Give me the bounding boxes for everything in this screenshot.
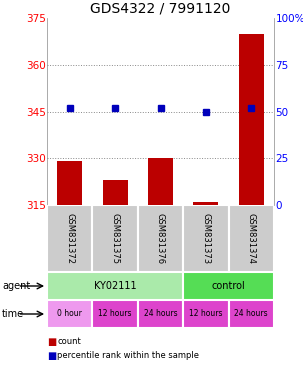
- Text: control: control: [212, 281, 245, 291]
- Text: 12 hours: 12 hours: [98, 310, 132, 318]
- Text: 12 hours: 12 hours: [189, 310, 223, 318]
- Bar: [148, 158, 173, 205]
- Bar: [239, 33, 264, 205]
- Bar: [47, 272, 183, 300]
- Bar: [92, 300, 138, 328]
- Text: GSM831376: GSM831376: [156, 213, 165, 264]
- Text: 24 hours: 24 hours: [235, 310, 268, 318]
- Bar: [138, 300, 183, 328]
- Bar: [193, 202, 218, 205]
- Text: agent: agent: [2, 281, 30, 291]
- Bar: [47, 205, 92, 272]
- Bar: [228, 300, 274, 328]
- Text: GSM831374: GSM831374: [247, 213, 256, 264]
- Bar: [183, 300, 228, 328]
- Text: GSM831372: GSM831372: [65, 213, 74, 264]
- Text: ■: ■: [47, 351, 56, 361]
- Text: GSM831373: GSM831373: [201, 213, 210, 264]
- Bar: [228, 205, 274, 272]
- Bar: [47, 300, 92, 328]
- Title: GDS4322 / 7991120: GDS4322 / 7991120: [90, 2, 231, 15]
- Bar: [92, 205, 138, 272]
- Text: ■: ■: [47, 337, 56, 347]
- Bar: [103, 180, 128, 205]
- Bar: [183, 205, 228, 272]
- Text: GSM831375: GSM831375: [111, 213, 120, 264]
- Text: KY02111: KY02111: [94, 281, 136, 291]
- Bar: [57, 161, 82, 205]
- Text: count: count: [57, 338, 81, 346]
- Text: time: time: [2, 309, 24, 319]
- Text: 24 hours: 24 hours: [144, 310, 177, 318]
- Text: 0 hour: 0 hour: [57, 310, 82, 318]
- Bar: [183, 272, 274, 300]
- Bar: [138, 205, 183, 272]
- Text: percentile rank within the sample: percentile rank within the sample: [57, 351, 199, 361]
